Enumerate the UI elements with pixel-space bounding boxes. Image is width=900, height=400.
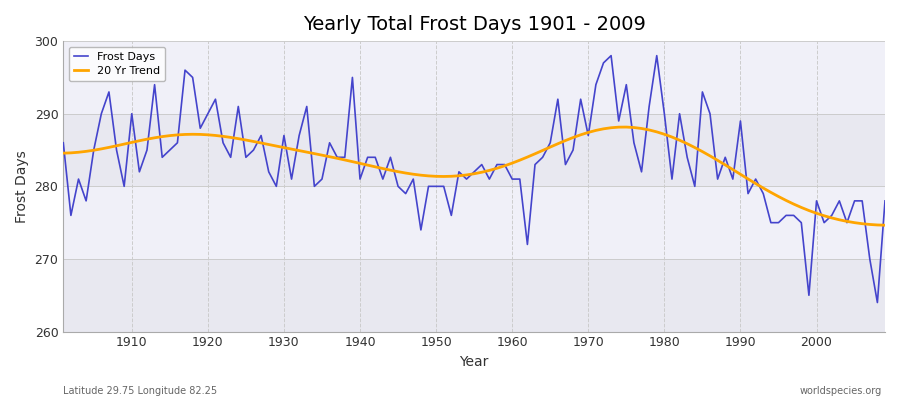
Frost Days [332, 155, 343, 160]
Bar [63, 114, 885, 186]
Frost Days [606, 53, 616, 58]
Frost Days [500, 162, 510, 167]
X-axis label: Year: Year [460, 355, 489, 369]
20 Yr Trend [621, 125, 632, 130]
Text: worldspecies.org: worldspecies.org [800, 386, 882, 396]
Line: Frost Days: Frost Days [63, 56, 885, 302]
Frost Days [119, 184, 130, 189]
Frost Days [598, 60, 609, 65]
Frost Days [286, 177, 297, 182]
Line: 20 Yr Trend: 20 Yr Trend [63, 127, 885, 225]
20 Yr Trend [507, 161, 517, 166]
20 Yr Trend [598, 126, 609, 131]
20 Yr Trend [119, 142, 130, 146]
Title: Yearly Total Frost Days 1901 - 2009: Yearly Total Frost Days 1901 - 2009 [302, 15, 645, 34]
Frost Days [879, 198, 890, 203]
Bar [63, 41, 885, 114]
20 Yr Trend [286, 147, 297, 152]
20 Yr Trend [879, 223, 890, 228]
Bar [63, 259, 885, 332]
Frost Days [872, 300, 883, 305]
20 Yr Trend [332, 156, 343, 161]
20 Yr Trend [58, 151, 68, 156]
Frost Days [58, 140, 68, 145]
Frost Days [507, 177, 517, 182]
Y-axis label: Frost Days: Frost Days [15, 150, 29, 223]
Legend: Frost Days, 20 Yr Trend: Frost Days, 20 Yr Trend [68, 47, 166, 81]
20 Yr Trend [500, 164, 510, 168]
Text: Latitude 29.75 Longitude 82.25: Latitude 29.75 Longitude 82.25 [63, 386, 217, 396]
Bar [63, 186, 885, 259]
